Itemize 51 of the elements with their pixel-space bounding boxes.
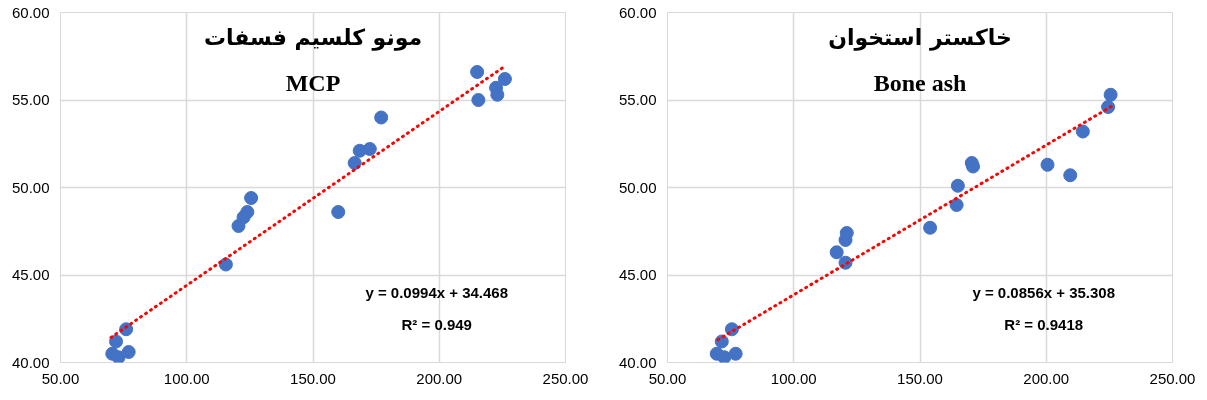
y-tick-label: 50.00 bbox=[11, 178, 50, 196]
x-tick-label: 100.00 bbox=[770, 369, 817, 387]
x-tick-label: 50.00 bbox=[41, 369, 80, 387]
point bbox=[950, 178, 965, 193]
y-tick-label: 60.00 bbox=[618, 3, 657, 21]
annotation: R² = 0.9418 bbox=[1004, 315, 1084, 333]
point bbox=[839, 226, 854, 240]
y-tick-label: 55.00 bbox=[11, 91, 50, 108]
text: مونو کلسیم فسفات bbox=[203, 24, 423, 51]
point bbox=[1075, 124, 1090, 139]
point bbox=[374, 110, 389, 125]
point bbox=[497, 72, 512, 86]
text: Bone ash bbox=[873, 69, 967, 96]
x-tick-label: 150.00 bbox=[897, 369, 943, 387]
point bbox=[1103, 87, 1118, 102]
y-tick-label: 55.00 bbox=[618, 91, 657, 108]
annotation: y = 0.0856x + 35.308 bbox=[972, 284, 1116, 301]
point bbox=[240, 205, 255, 219]
text: MCP bbox=[285, 69, 341, 96]
annotation: R² = 0.949 bbox=[401, 315, 472, 333]
y-tick-label: 45.00 bbox=[618, 266, 657, 283]
point bbox=[728, 346, 743, 361]
point bbox=[331, 205, 346, 219]
annotation: y = 0.0994x + 34.468 bbox=[365, 284, 509, 301]
x-tick-label: 200.00 bbox=[1023, 369, 1070, 387]
point bbox=[717, 350, 732, 363]
x-tick-label: 200.00 bbox=[416, 369, 463, 387]
y-tick-label: 45.00 bbox=[11, 266, 50, 283]
y-tick-label: 50.00 bbox=[618, 178, 657, 196]
point bbox=[362, 142, 377, 156]
point bbox=[347, 156, 362, 170]
point bbox=[1040, 157, 1055, 172]
point bbox=[829, 245, 844, 260]
x-tick-label: 100.00 bbox=[163, 369, 210, 387]
point bbox=[949, 198, 964, 212]
point bbox=[471, 93, 486, 107]
y-tick-label: 40.00 bbox=[618, 353, 657, 371]
point bbox=[244, 191, 259, 205]
point bbox=[109, 334, 124, 349]
y-tick-label: 40.00 bbox=[11, 353, 50, 371]
point bbox=[111, 350, 126, 363]
x-tick-label: 250.00 bbox=[542, 369, 589, 387]
point bbox=[1063, 168, 1078, 183]
x-tick-label: 250.00 bbox=[1149, 369, 1196, 387]
y-tick-label: 60.00 bbox=[11, 3, 50, 21]
point bbox=[121, 345, 136, 359]
point bbox=[470, 65, 485, 79]
point bbox=[923, 220, 938, 235]
x-tick-label: 50.00 bbox=[648, 369, 687, 387]
x-tick-label: 150.00 bbox=[290, 369, 336, 387]
text: خاکستر استخوان bbox=[828, 24, 1012, 51]
